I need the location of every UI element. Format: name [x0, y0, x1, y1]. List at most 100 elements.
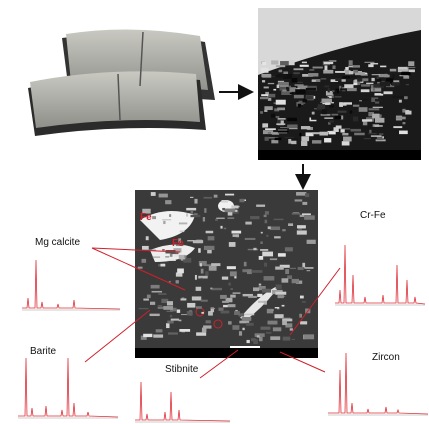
- texture: [403, 75, 410, 79]
- texture: [361, 84, 371, 87]
- texture: [296, 230, 307, 235]
- texture: [196, 332, 207, 336]
- texture: [277, 82, 289, 86]
- texture: [383, 91, 393, 95]
- texture: [257, 293, 263, 297]
- texture: [293, 68, 304, 71]
- texture: [321, 98, 332, 103]
- texture: [359, 100, 362, 102]
- texture: [282, 336, 291, 341]
- texture: [320, 78, 327, 80]
- texture: [216, 217, 225, 220]
- texture: [274, 108, 280, 112]
- texture: [178, 319, 182, 322]
- texture: [354, 132, 365, 136]
- texture: [204, 264, 214, 267]
- texture: [191, 296, 202, 301]
- texture: [376, 76, 379, 82]
- texture: [229, 271, 237, 277]
- texture: [297, 225, 306, 229]
- texture: [363, 138, 371, 140]
- texture: [260, 326, 271, 330]
- texture: [285, 60, 295, 66]
- texture: [210, 307, 215, 313]
- texture: [222, 207, 225, 211]
- texture: [174, 252, 181, 257]
- texture: [200, 277, 203, 280]
- phase-label: Fe: [140, 212, 152, 223]
- texture: [226, 266, 236, 270]
- texture: [375, 139, 386, 142]
- texture: [360, 89, 370, 93]
- texture: [344, 84, 354, 89]
- texture: [181, 313, 189, 316]
- texture: [375, 98, 382, 102]
- texture: [272, 327, 282, 332]
- texture: [218, 307, 224, 311]
- texture: [369, 129, 372, 133]
- texture: [187, 302, 196, 308]
- texture: [261, 73, 271, 78]
- texture: [362, 120, 368, 126]
- texture: [352, 116, 359, 122]
- texture: [224, 208, 236, 213]
- texture: [312, 66, 323, 69]
- texture: [258, 300, 267, 303]
- texture: [153, 334, 164, 338]
- texture: [278, 69, 283, 73]
- texture: [299, 313, 303, 318]
- texture: [220, 310, 230, 314]
- texture: [348, 71, 354, 75]
- texture: [389, 68, 397, 72]
- texture: [245, 221, 252, 225]
- texture: [284, 136, 295, 138]
- texture: [221, 276, 229, 280]
- texture: [178, 238, 182, 243]
- texture: [275, 99, 286, 105]
- texture: [253, 247, 257, 251]
- texture: [282, 89, 287, 92]
- texture: [302, 201, 308, 205]
- texture: [213, 194, 218, 198]
- texture: [346, 87, 357, 92]
- texture: [163, 306, 174, 310]
- texture: [366, 82, 374, 85]
- texture: [302, 301, 306, 303]
- texture: [141, 258, 147, 263]
- texture: [204, 208, 207, 213]
- texture: [368, 64, 374, 68]
- texture: [170, 318, 180, 321]
- texture: [282, 317, 291, 320]
- texture: [150, 284, 160, 289]
- texture: [165, 200, 172, 205]
- texture: [143, 333, 153, 338]
- texture: [322, 100, 331, 105]
- texture: [264, 136, 269, 141]
- texture: [264, 262, 268, 267]
- texture: [301, 213, 311, 216]
- texture: [328, 131, 336, 135]
- texture: [327, 88, 330, 93]
- texture: [291, 278, 299, 284]
- texture: [309, 69, 315, 71]
- texture: [408, 69, 415, 73]
- texture: [301, 61, 307, 64]
- texture: [267, 226, 271, 230]
- texture: [266, 308, 274, 314]
- texture: [170, 307, 177, 312]
- texture: [281, 278, 289, 283]
- texture: [343, 136, 352, 142]
- texture: [342, 76, 351, 79]
- texture: [190, 214, 201, 218]
- texture: [324, 117, 334, 119]
- texture: [264, 211, 269, 215]
- texture: [332, 65, 336, 69]
- texture: [271, 72, 278, 77]
- texture: [392, 96, 404, 98]
- texture: [385, 83, 395, 88]
- texture: [327, 130, 334, 133]
- texture: [282, 320, 287, 326]
- texture: [276, 74, 287, 78]
- texture: [372, 106, 383, 108]
